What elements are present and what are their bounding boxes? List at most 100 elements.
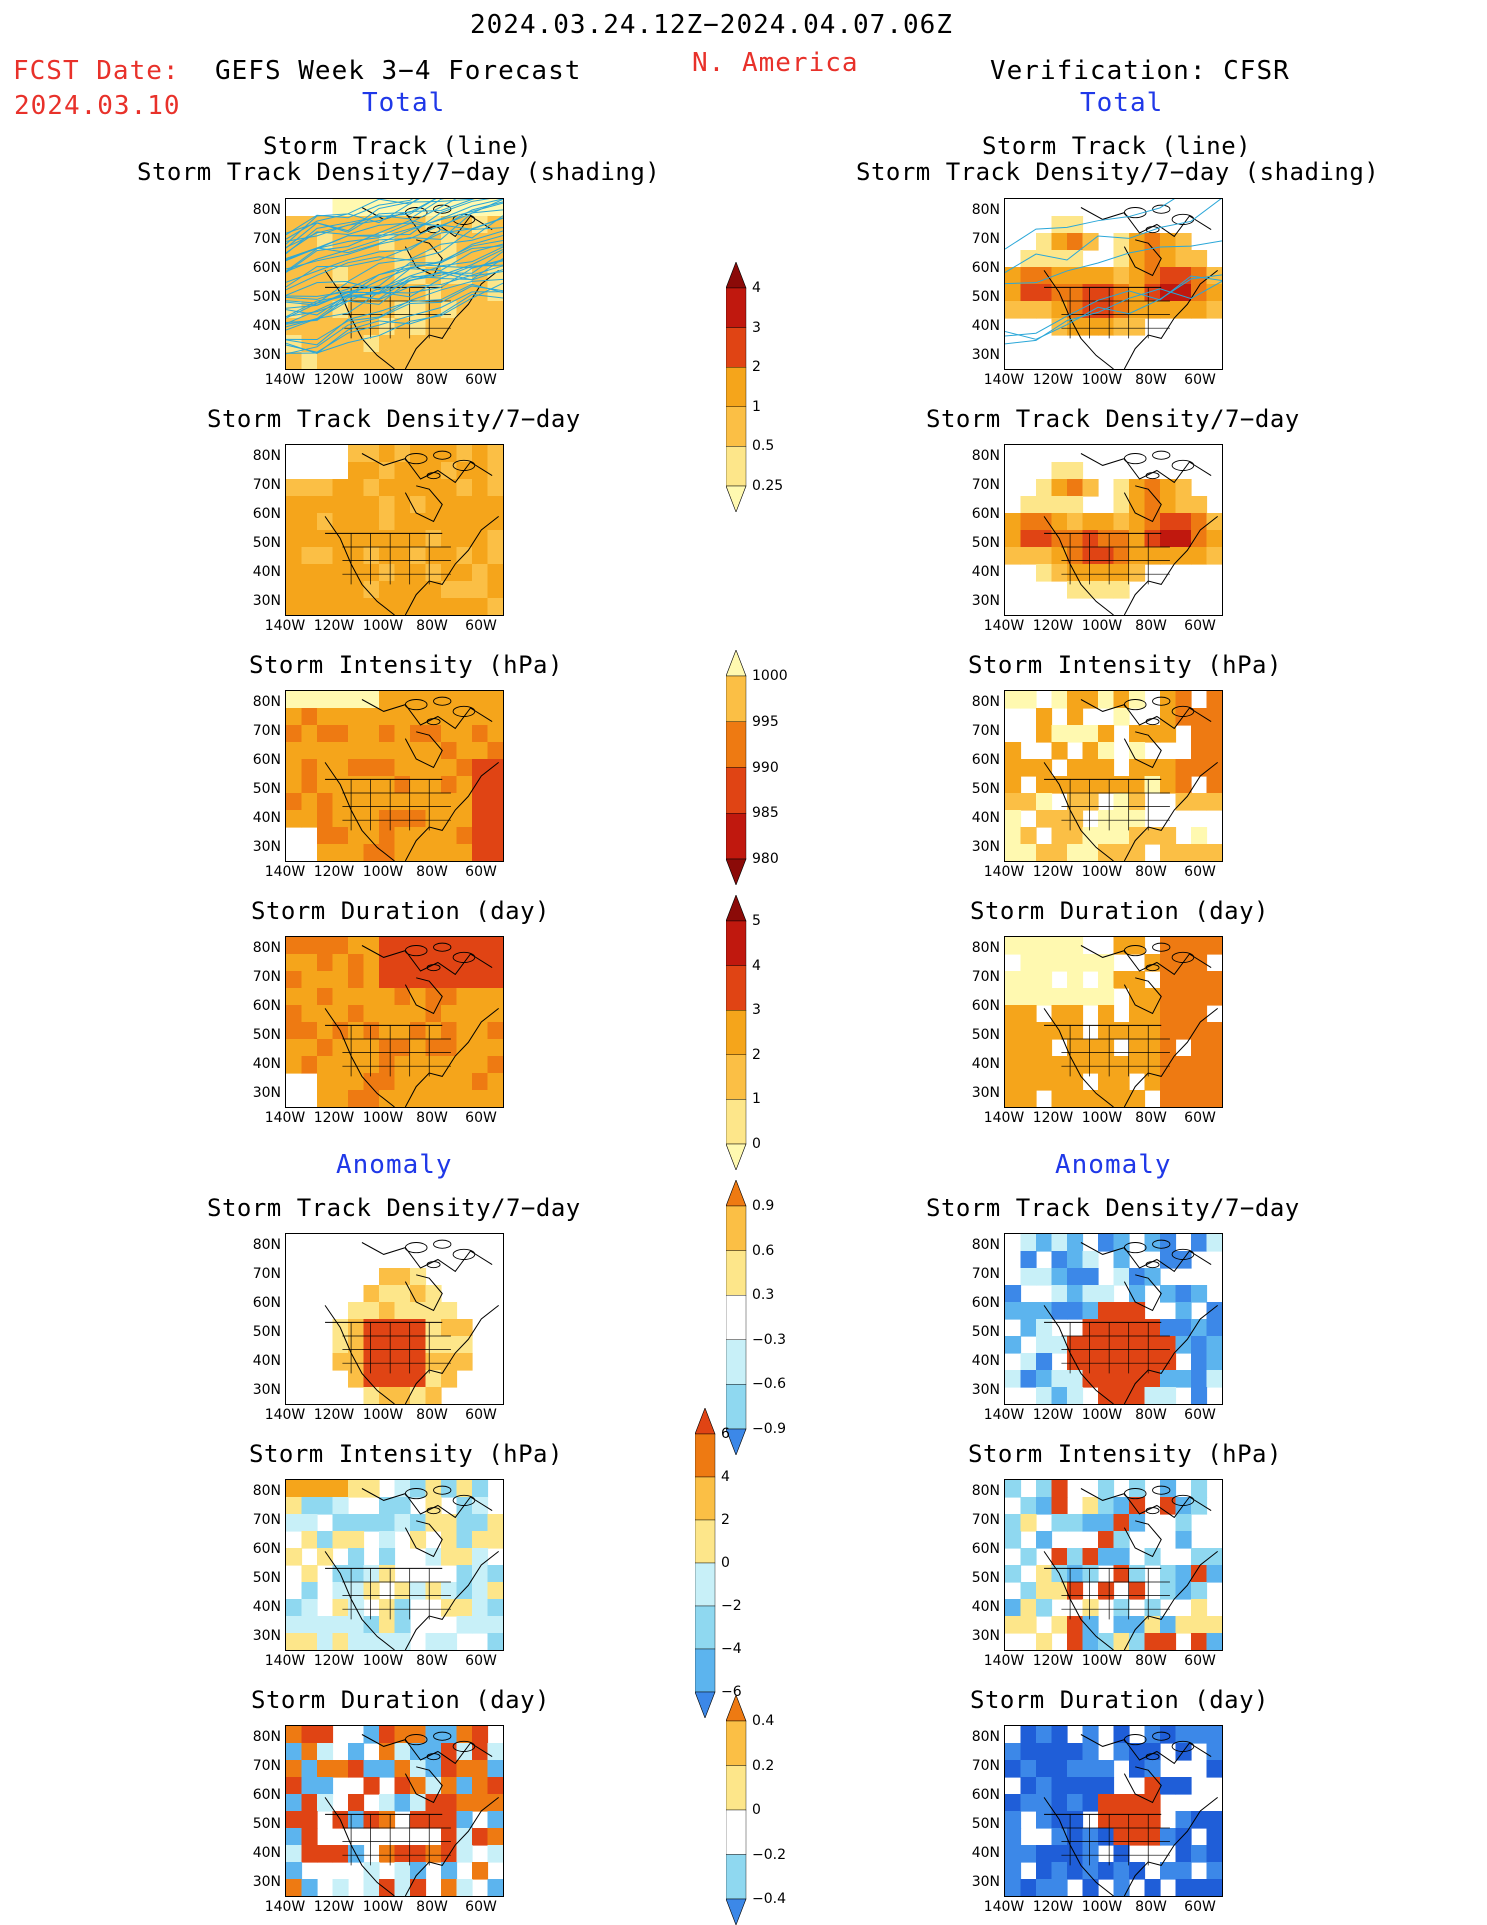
colorbar-tick-label: 0.5 (752, 438, 775, 455)
lat-tick-label: 80N (252, 694, 281, 710)
colorbar-tick-label: 3 (752, 319, 761, 336)
colorbar-intensity-anomaly: 6 4 2 0 −2 −4 −6 (695, 1408, 775, 1718)
panel-title-track-shading-left: Storm Track Density/7−day (shading) (137, 158, 661, 186)
lat-tick-label: 50N (252, 1816, 281, 1832)
panel-title-density-left: Storm Track Density/7−day (207, 405, 581, 433)
lat-tick-label: 60N (971, 1295, 1000, 1311)
lon-tick-label: 60W (1184, 1110, 1216, 1126)
fcst-date-value: 2024.03.10 (14, 91, 181, 121)
colorbar-tick-label: 985 (752, 805, 779, 822)
colorbar-tick-label: 4 (752, 957, 761, 974)
lat-tick-label: 80N (971, 1483, 1000, 1499)
lat-tick-label: 50N (971, 1027, 1000, 1043)
lon-tick-label: 100W (1081, 1653, 1123, 1669)
colorbar-intensity-total: 1000 995 990 985 980 (726, 650, 806, 885)
lon-tick-label: 60W (1184, 1407, 1216, 1423)
lat-tick-label: 60N (971, 506, 1000, 522)
lon-tick-label: 100W (362, 1110, 404, 1126)
lon-tick-label: 60W (465, 864, 497, 880)
lat-tick-label: 80N (971, 1237, 1000, 1253)
colorbar-tick-label: 0.2 (752, 1757, 775, 1774)
lon-tick-label: 80W (416, 1653, 448, 1669)
lon-tick-label: 80W (1135, 864, 1167, 880)
map-intensity-total-verification (1004, 690, 1223, 862)
lat-tick-label: 30N (971, 593, 1000, 609)
lat-tick-label: 80N (971, 202, 1000, 218)
lat-tick-label: 60N (252, 998, 281, 1014)
lon-tick-label: 120W (313, 1653, 355, 1669)
lon-tick-label: 100W (362, 1407, 404, 1423)
lat-tick-label: 70N (971, 1758, 1000, 1774)
panel-title-duration-right: Storm Duration (day) (970, 897, 1269, 925)
colorbar-tick-label: 980 (752, 851, 779, 867)
lon-tick-label: 140W (264, 618, 306, 634)
panel-title-density-right: Storm Track Density/7−day (926, 405, 1300, 433)
colorbar-tick-label: 1 (752, 1091, 761, 1108)
lat-tick-label: 50N (971, 535, 1000, 551)
lat-tick-label: 30N (971, 1085, 1000, 1101)
lon-tick-label: 120W (1032, 864, 1074, 880)
lon-tick-label: 120W (1032, 1407, 1074, 1423)
lat-tick-label: 80N (252, 202, 281, 218)
colorbar-canvas (726, 262, 747, 512)
lon-tick-label: 100W (362, 864, 404, 880)
lat-tick-label: 30N (252, 1628, 281, 1644)
map-canvas (1005, 1480, 1222, 1650)
lon-tick-label: 60W (465, 1653, 497, 1669)
map-canvas (324, 1239, 499, 1404)
lat-tick-label: 30N (252, 347, 281, 363)
colorbar-tick-label: 0.25 (752, 478, 784, 494)
map-canvas (286, 445, 503, 615)
map-duration-total-forecast (285, 936, 504, 1108)
lon-tick-label: 60W (1184, 618, 1216, 634)
lat-tick-label: 70N (971, 1512, 1000, 1528)
lon-tick-label: 80W (416, 618, 448, 634)
colorbar-tick-label: 995 (752, 713, 779, 730)
lat-tick-label: 30N (252, 1085, 281, 1101)
lon-tick-label: 80W (1135, 1899, 1167, 1915)
lon-tick-label: 60W (465, 1110, 497, 1126)
colorbar-tick-label: 0.4 (752, 1713, 775, 1729)
lon-tick-label: 60W (465, 372, 497, 388)
lon-tick-label: 80W (1135, 372, 1167, 388)
map-intensity-anomaly-verification (1004, 1479, 1223, 1651)
map-canvas (1005, 1726, 1222, 1896)
lat-tick-label: 60N (252, 1787, 281, 1803)
lon-tick-label: 120W (1032, 1653, 1074, 1669)
map-canvas (286, 1480, 503, 1650)
colorbar-canvas (695, 1408, 716, 1718)
map-canvas (286, 1726, 503, 1896)
lon-tick-label: 80W (1135, 1110, 1167, 1126)
lon-tick-label: 60W (1184, 864, 1216, 880)
right-title: Verification: CFSR (990, 56, 1290, 86)
lat-tick-label: 70N (971, 231, 1000, 247)
lat-tick-label: 40N (252, 1845, 281, 1861)
lon-tick-label: 100W (1081, 618, 1123, 634)
total-right-label: Total (1080, 88, 1164, 118)
panel-title-duration-left: Storm Duration (day) (251, 897, 550, 925)
colorbar-tick-label: 0.3 (752, 1287, 775, 1304)
lat-tick-label: 80N (252, 448, 281, 464)
map-track-total-verification (1004, 198, 1223, 370)
colorbar-tick-label: 4 (752, 280, 761, 296)
map-intensity-total-forecast (285, 690, 504, 862)
colorbar-tick-label: 1000 (752, 668, 788, 684)
lon-tick-label: 60W (465, 1899, 497, 1915)
colorbar-tick-label: 2 (752, 359, 761, 376)
colorbar-tick-label: −0.4 (752, 1891, 786, 1907)
map-density-anomaly-verification (1004, 1233, 1223, 1405)
lat-tick-label: 50N (252, 1570, 281, 1586)
map-canvas (1005, 199, 1222, 369)
colorbar-canvas (726, 650, 747, 885)
panel-title-track-line-left: Storm Track (line) (263, 132, 533, 160)
lat-tick-label: 60N (971, 1787, 1000, 1803)
lat-tick-label: 30N (971, 347, 1000, 363)
colorbar-tick-label: 0.6 (752, 1242, 775, 1259)
colorbar-tick-label: −0.6 (752, 1376, 786, 1393)
lon-tick-label: 120W (313, 1407, 355, 1423)
colorbar-canvas (726, 1180, 747, 1455)
lat-tick-label: 30N (971, 839, 1000, 855)
lon-tick-label: 80W (416, 864, 448, 880)
map-density-total-verification (1004, 444, 1223, 616)
lon-tick-label: 140W (983, 618, 1025, 634)
